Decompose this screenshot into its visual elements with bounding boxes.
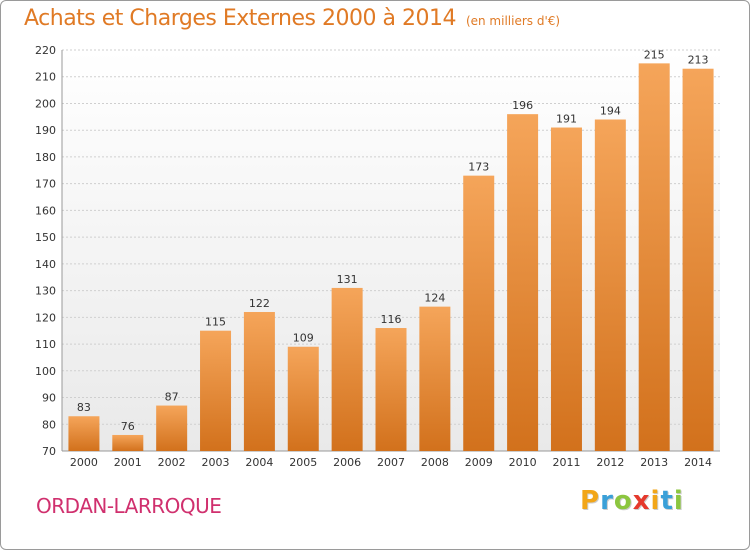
bar-2011 [550, 127, 582, 451]
bar-2008 [419, 306, 451, 451]
bar-2004 [243, 311, 275, 451]
y-tick-label: 80 [42, 418, 56, 431]
y-tick-label: 210 [35, 71, 56, 84]
value-label: 191 [556, 113, 577, 126]
y-tick-label: 150 [35, 231, 56, 244]
y-tick-label: 180 [35, 151, 56, 164]
chart-subtitle: (en milliers d'€) [465, 14, 561, 28]
x-axis-labels: 2000 2001 2002 2003 2004 2005 2006 2007 2008 2009… [70, 456, 712, 469]
value-label: 194 [600, 105, 621, 118]
value-label: 215 [644, 48, 665, 61]
chart-title: Achats et Charges Externes 2000 à 2014 (e… [24, 6, 560, 31]
x-tick-label: 2012 [596, 456, 624, 469]
logo-letter: t [660, 486, 674, 516]
value-label: 131 [337, 273, 358, 286]
logo-letter: x [632, 486, 651, 516]
x-tick-label: 2013 [640, 456, 668, 469]
y-tick-label: 200 [35, 97, 56, 110]
bar-2009 [463, 175, 495, 451]
x-tick-label: 2002 [158, 456, 186, 469]
bar-2003 [200, 330, 232, 451]
logo-letter: i [673, 486, 684, 516]
value-labels: 83 76 87 115 122 109 131 116 124 173 196 191 194 215 2… [77, 48, 709, 433]
y-tick-label: 70 [42, 445, 56, 458]
bar-2012 [594, 119, 626, 452]
bar-2013 [638, 63, 670, 451]
bar-2006 [331, 287, 363, 451]
x-tick-label: 2000 [70, 456, 98, 469]
value-label: 116 [381, 313, 402, 326]
y-tick-label: 120 [35, 311, 56, 324]
value-label: 83 [77, 401, 91, 414]
bar-2001 [112, 434, 144, 451]
y-tick-label: 170 [35, 178, 56, 191]
value-label: 87 [165, 391, 179, 404]
y-tick-label: 90 [42, 392, 56, 405]
x-tick-label: 2010 [509, 456, 537, 469]
town-name: ORDAN-LARROQUE [36, 494, 222, 518]
x-tick-label: 2004 [245, 456, 273, 469]
bar-2000 [68, 416, 100, 451]
title-text: Achats et Charges Externes 2000 à 2014 [24, 6, 456, 31]
bar-2014 [682, 68, 714, 452]
x-tick-label: 2006 [333, 456, 361, 469]
bar-2002 [156, 405, 188, 451]
value-label: 124 [424, 292, 445, 305]
x-tick-label: 2001 [114, 456, 142, 469]
y-axis-labels: 70 80 90 100 110 120 130 140 150 160 170 180 190 200 2… [35, 44, 56, 458]
x-tick-label: 2005 [289, 456, 317, 469]
y-tick-label: 140 [35, 258, 56, 271]
y-tick-label: 130 [35, 285, 56, 298]
value-label: 213 [688, 54, 709, 67]
logo-letter: o [613, 486, 633, 516]
value-label: 76 [121, 420, 135, 433]
logo-letter: r [600, 486, 614, 516]
y-tick-label: 100 [35, 365, 56, 378]
logo-letter: P [580, 486, 601, 516]
y-tick-label: 160 [35, 204, 56, 217]
value-label: 109 [293, 332, 314, 345]
x-tick-label: 2008 [421, 456, 449, 469]
x-tick-label: 2009 [465, 456, 493, 469]
value-label: 196 [512, 99, 533, 112]
x-tick-label: 2011 [552, 456, 580, 469]
bar-2007 [375, 328, 407, 451]
x-tick-label: 2014 [684, 456, 712, 469]
logo-letter: i [650, 486, 661, 516]
bar-2010 [507, 114, 539, 451]
y-tick-label: 190 [35, 124, 56, 137]
proxiti-logo: Proxiti [580, 486, 684, 516]
y-tick-label: 110 [35, 338, 56, 351]
bar-series [68, 63, 714, 452]
value-label: 173 [468, 161, 489, 174]
y-tick-label: 220 [35, 44, 56, 57]
x-tick-label: 2003 [202, 456, 230, 469]
value-label: 115 [205, 316, 226, 329]
x-tick-label: 2007 [377, 456, 405, 469]
value-label: 122 [249, 297, 270, 310]
bar-2005 [287, 346, 319, 451]
